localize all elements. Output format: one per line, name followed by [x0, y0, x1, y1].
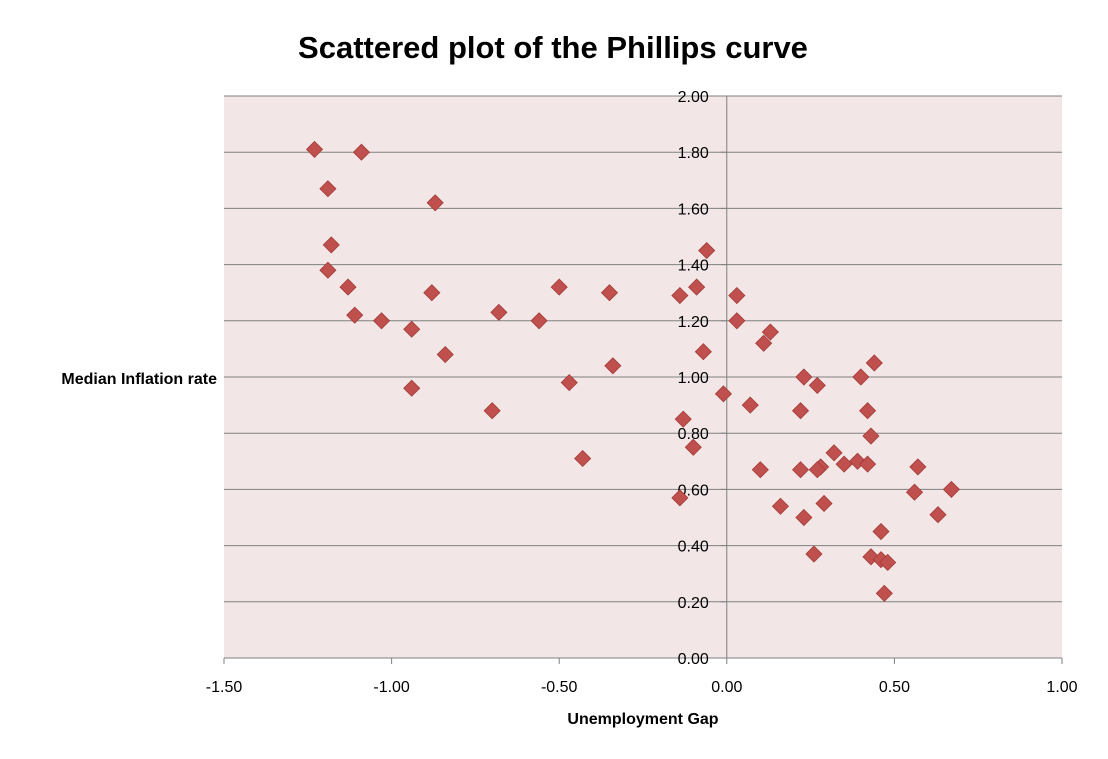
data-point	[879, 553, 897, 572]
data-point	[436, 345, 454, 364]
y-tick-label: 1.40	[678, 258, 709, 275]
data-point	[352, 143, 370, 161]
data-point	[490, 303, 508, 321]
x-tick-label: 0.00	[711, 679, 742, 696]
data-point	[942, 480, 960, 498]
data-point	[319, 261, 337, 279]
data-point	[674, 410, 692, 428]
data-point	[795, 508, 813, 527]
y-tick-label: 1.80	[678, 145, 709, 162]
axes	[223, 95, 1063, 664]
y-tick-label: 0.00	[678, 651, 709, 668]
data-point	[530, 312, 548, 330]
data-point	[815, 494, 833, 513]
data-point	[339, 278, 357, 296]
y-tick-label: 1.20	[678, 314, 709, 331]
y-tick-label: 1.60	[678, 201, 709, 218]
data-point	[755, 334, 773, 352]
data-point	[791, 461, 810, 479]
x-tick-label: -0.50	[541, 679, 578, 696]
data-point	[305, 140, 324, 158]
data-point	[560, 374, 578, 392]
tick-labels: 0.000.200.400.600.801.001.201.401.601.80…	[206, 89, 1078, 696]
data-point	[852, 368, 870, 386]
y-axis-title: Median Inflation rate	[61, 371, 217, 388]
data-point	[694, 343, 712, 361]
x-tick-label: 0.50	[879, 679, 910, 696]
data-point	[825, 444, 843, 462]
data-point	[808, 376, 826, 394]
data-point	[761, 323, 779, 341]
data-point	[791, 402, 810, 420]
y-tick-label: 0.40	[678, 539, 709, 556]
data-point	[671, 489, 689, 507]
data-point	[483, 402, 501, 420]
data-point	[714, 385, 733, 403]
data-point	[859, 402, 877, 420]
data-point	[929, 506, 947, 524]
data-point	[698, 241, 716, 260]
data-point	[808, 461, 826, 479]
data-point	[805, 545, 823, 563]
y-tick-label: 1.00	[678, 370, 709, 387]
data-point	[346, 306, 364, 324]
x-tick-label: -1.00	[373, 679, 410, 696]
data-point	[875, 584, 893, 602]
data-point	[322, 236, 340, 254]
y-tick-label: 0.80	[678, 426, 709, 443]
data-point	[862, 427, 880, 445]
data-point	[423, 284, 441, 302]
x-tick-label: 1.00	[1046, 679, 1077, 696]
data-point	[403, 379, 421, 397]
y-tick-label: 2.00	[678, 89, 709, 106]
data-point	[684, 438, 702, 456]
data-point	[872, 522, 890, 541]
data-point	[426, 194, 444, 212]
data-point	[795, 368, 813, 386]
data-point	[604, 357, 622, 375]
data-point	[771, 497, 789, 515]
y-tick-label: 0.20	[678, 595, 709, 612]
data-point	[728, 312, 746, 330]
data-point	[741, 396, 759, 414]
data-point	[751, 461, 769, 479]
data-point	[319, 180, 337, 198]
data-point	[728, 286, 746, 305]
data-point	[403, 320, 421, 338]
data-point	[372, 312, 391, 330]
data-point	[574, 449, 592, 468]
data-point	[865, 354, 883, 372]
data-point	[909, 458, 927, 476]
data-point	[600, 284, 619, 302]
data-point	[859, 455, 877, 473]
x-axis-title: Unemployment Gap	[567, 711, 718, 728]
chart-title: Scattered plot of the Phillips curve	[298, 30, 808, 65]
data-point	[550, 278, 568, 296]
data-point	[688, 278, 706, 296]
data-point	[905, 483, 924, 501]
data-points	[305, 140, 960, 602]
data-point	[671, 286, 689, 305]
x-tick-label: -1.50	[206, 679, 243, 696]
